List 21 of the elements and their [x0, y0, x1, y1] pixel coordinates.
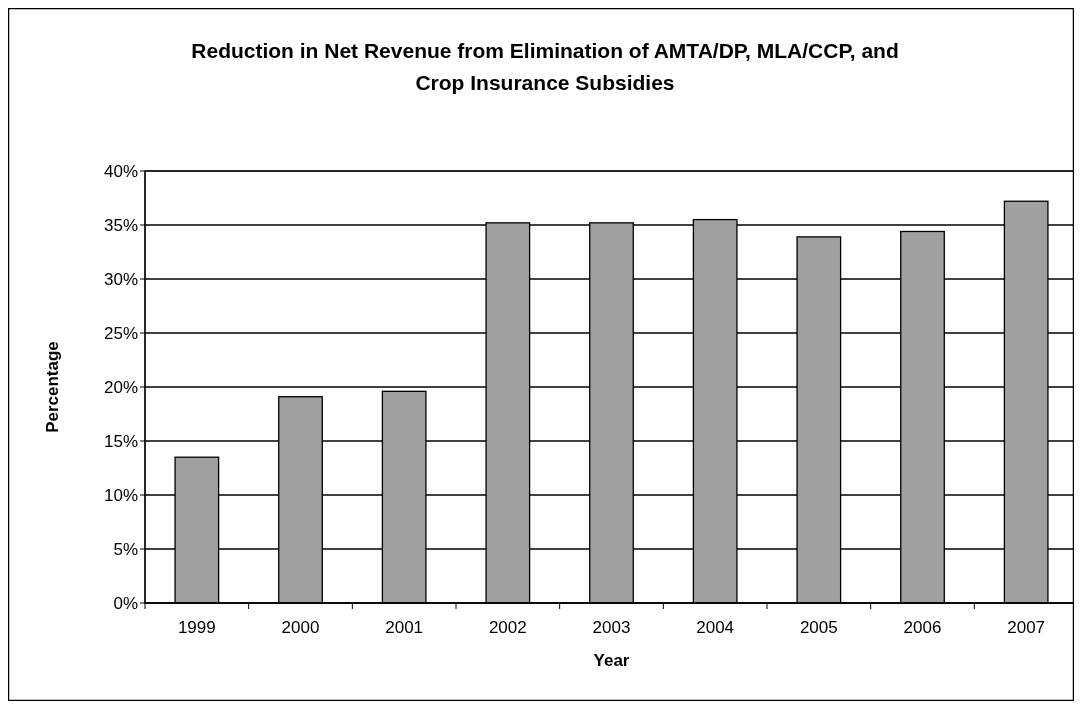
y-tick-label: 35%: [103, 215, 138, 235]
y-tick-label: 15%: [103, 431, 138, 451]
x-tick-label: 2004: [696, 618, 735, 637]
chart-title: Reduction in Net Revenue from Elimination of AMTA/DP, MLA/CCP, and Crop Insurance Subsidies: [191, 39, 899, 94]
x-tick-label: 2005: [799, 618, 838, 637]
x-tick-label: 2001: [385, 618, 424, 637]
x-tick-label: 2002: [488, 618, 527, 637]
y-tick-label: 10%: [103, 485, 138, 505]
x-tick-label: 2007: [1007, 618, 1046, 637]
x-tick-label: 2000: [281, 618, 320, 637]
x-axis-title: Year: [593, 651, 630, 670]
x-tick-label: 2006: [903, 618, 942, 637]
y-tick-label: 30%: [103, 269, 138, 289]
y-tick-label: 20%: [103, 377, 138, 397]
y-tick-label: 5%: [113, 539, 138, 559]
x-tick-label: 1999: [177, 618, 216, 637]
y-tick-label: 0%: [113, 593, 138, 613]
y-tick-label: 25%: [103, 323, 138, 343]
y-tick-label: 40%: [103, 161, 138, 181]
x-tick-label: 2003: [592, 618, 631, 637]
y-axis-title: Percentage: [43, 341, 62, 433]
